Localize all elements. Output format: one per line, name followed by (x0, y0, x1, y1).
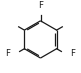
Text: F: F (70, 49, 75, 58)
Text: F: F (6, 49, 11, 58)
Text: F: F (38, 1, 43, 10)
